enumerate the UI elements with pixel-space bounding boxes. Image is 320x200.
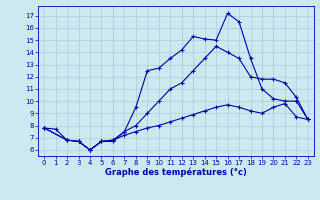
X-axis label: Graphe des températures (°c): Graphe des températures (°c) [105,168,247,177]
